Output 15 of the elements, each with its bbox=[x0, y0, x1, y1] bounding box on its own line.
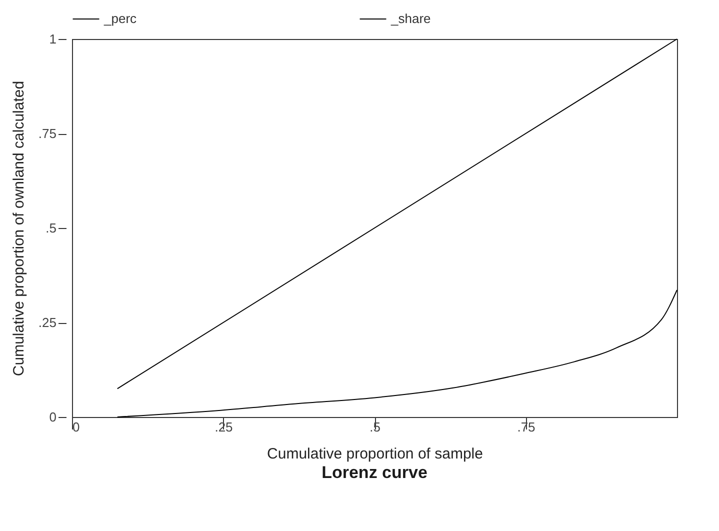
x-tick-label: .75 bbox=[517, 420, 536, 434]
y-tick-label: .75 bbox=[38, 126, 56, 141]
legend-label: _share bbox=[390, 11, 431, 26]
x-axis-title: Cumulative proportion of sample bbox=[267, 446, 483, 462]
text: Lorenz curve bbox=[322, 463, 428, 482]
x-tick-label: .5 bbox=[370, 420, 380, 434]
y-axis-title: Cumulative proportion of ownland calculated bbox=[10, 80, 28, 376]
x-tick-label: 0 bbox=[72, 420, 80, 434]
y-tick-label: 1 bbox=[49, 32, 56, 46]
line-series bbox=[116, 289, 678, 418]
x-tick-label: .25 bbox=[214, 420, 233, 434]
y-tick-label: .25 bbox=[38, 315, 56, 330]
y-tick-label: .5 bbox=[46, 220, 56, 236]
legend-label: _perc bbox=[103, 11, 138, 26]
y-tick-label: 0 bbox=[49, 410, 56, 424]
